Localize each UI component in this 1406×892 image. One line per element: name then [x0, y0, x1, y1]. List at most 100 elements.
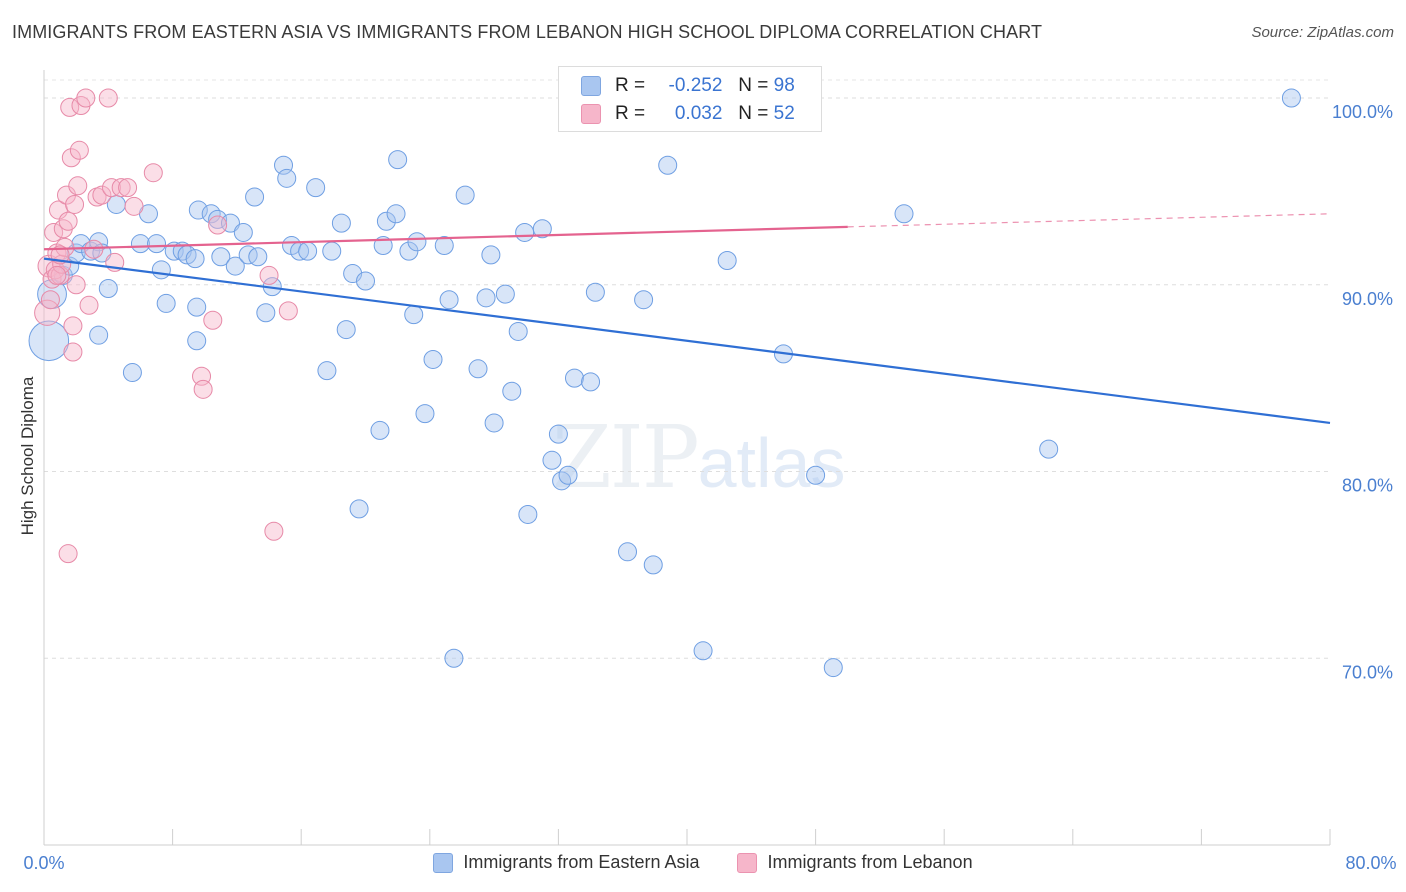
eastern-asia-point	[455, 185, 475, 205]
eastern-asia-point	[518, 504, 538, 524]
lebanon-point	[124, 196, 144, 216]
chart-source: Source: ZipAtlas.com	[1251, 24, 1394, 41]
x-tick-label: 0.0%	[23, 853, 64, 873]
eastern-asia-point	[643, 555, 663, 575]
eastern-asia-point	[256, 303, 276, 323]
eastern-asia-point	[317, 361, 337, 381]
eastern-asia-point	[407, 232, 427, 252]
eastern-asia-point	[370, 420, 390, 440]
lebanon-point	[98, 88, 118, 108]
watermark-main: ZIP	[552, 408, 700, 508]
legend-label: Immigrants from Lebanon	[767, 852, 973, 872]
eastern-asia-point	[542, 450, 562, 470]
y-tick-label: 90.0%	[1342, 289, 1393, 309]
eastern-asia-point	[468, 359, 488, 379]
stats-swatch-lebanon	[581, 104, 601, 124]
eastern-asia-point	[356, 271, 375, 291]
eastern-asia-point	[585, 282, 605, 302]
eastern-asia-point	[502, 381, 522, 401]
eastern-asia-point	[233, 222, 253, 242]
lebanon-point	[278, 301, 298, 321]
eastern-asia-point	[245, 187, 265, 207]
eastern-asia-point	[495, 284, 515, 304]
eastern-asia-point	[404, 305, 424, 325]
eastern-asia-point	[806, 465, 826, 485]
stats-legend: R = -0.252 N = 98 R = 0.032 N = 52	[558, 66, 822, 132]
lebanon-point	[61, 148, 81, 168]
y-tick-label: 80.0%	[1342, 476, 1393, 496]
eastern-asia-point	[298, 241, 318, 261]
stats-swatch-eastern-asia	[581, 76, 601, 96]
chart-title: IMMIGRANTS FROM EASTERN ASIA VS IMMIGRAN…	[12, 22, 1043, 42]
eastern-asia-point	[581, 372, 601, 392]
legend-swatch-lebanon	[737, 852, 758, 873]
eastern-asia-point	[238, 245, 258, 265]
lebanon-point	[193, 379, 213, 399]
eastern-asia-point	[823, 658, 843, 678]
legend-item-lebanon: Immigrants from Lebanon	[737, 852, 973, 873]
lebanon-trendline-extension	[847, 213, 1331, 228]
eastern-asia-point	[1281, 88, 1301, 108]
eastern-asia-point	[188, 200, 208, 220]
lebanon-point	[58, 544, 78, 564]
eastern-asia-point	[618, 542, 638, 562]
lebanon-point	[58, 211, 78, 231]
lebanon-point	[47, 265, 67, 285]
r-value: -0.252	[668, 75, 723, 96]
eastern-asia-point	[336, 320, 356, 340]
eastern-asia-point	[508, 321, 528, 341]
lebanon-point	[84, 239, 104, 259]
n-value: 98	[773, 75, 795, 96]
eastern-asia-point	[187, 331, 207, 351]
eastern-asia-point	[532, 219, 552, 239]
eastern-asia-point	[185, 249, 205, 269]
lebanon-point	[92, 185, 112, 205]
eastern-asia-point	[439, 290, 459, 310]
eastern-asia-point	[89, 325, 109, 345]
eastern-asia-point	[349, 499, 369, 519]
eastern-asia-point	[151, 260, 171, 280]
lebanon-point	[143, 163, 163, 183]
legend-label: Immigrants from Eastern Asia	[463, 852, 700, 872]
eastern-asia-point	[388, 150, 408, 170]
lebanon-point	[102, 178, 122, 198]
lebanon-point	[208, 215, 228, 235]
legend-swatch-eastern-asia	[433, 852, 454, 873]
y-tick-label: 100.0%	[1332, 102, 1393, 122]
r-value: 0.032	[674, 103, 723, 124]
n-label: N =	[738, 103, 769, 124]
eastern-asia-point	[322, 241, 342, 261]
n-label: N =	[738, 75, 769, 96]
eastern-asia-point	[248, 247, 268, 267]
eastern-asia-point	[658, 155, 678, 175]
lebanon-point	[63, 316, 83, 336]
eastern-asia-point	[548, 424, 568, 444]
lebanon-point	[40, 290, 60, 310]
bottom-legend: Immigrants from Eastern Asia Immigrants …	[0, 852, 1406, 873]
eastern-asia-point	[423, 349, 443, 369]
eastern-asia-point	[481, 245, 501, 265]
r-label: R =	[615, 103, 646, 124]
eastern-asia-point	[28, 320, 70, 362]
lebanon-point	[68, 176, 88, 196]
lebanon-point	[79, 295, 99, 315]
eastern-asia-point	[156, 293, 176, 313]
lebanon-point	[76, 88, 96, 108]
y-tick-label: 70.0%	[1342, 662, 1393, 682]
eastern-asia-point	[98, 278, 118, 298]
eastern-asia-point	[693, 641, 713, 661]
eastern-asia-point	[306, 178, 326, 198]
eastern-asia-point	[476, 288, 496, 308]
eastern-asia-point	[484, 413, 504, 433]
eastern-asia-point	[225, 256, 245, 276]
eastern-asia-point	[434, 236, 454, 256]
lebanon-point	[44, 222, 64, 242]
eastern-asia-point	[130, 234, 150, 254]
eastern-asia-point	[444, 648, 464, 668]
eastern-asia-point	[376, 211, 396, 231]
eastern-asia-point	[415, 404, 435, 424]
lebanon-point	[259, 265, 279, 285]
eastern-asia-point	[211, 247, 231, 267]
watermark-sub: atlas	[697, 424, 846, 502]
